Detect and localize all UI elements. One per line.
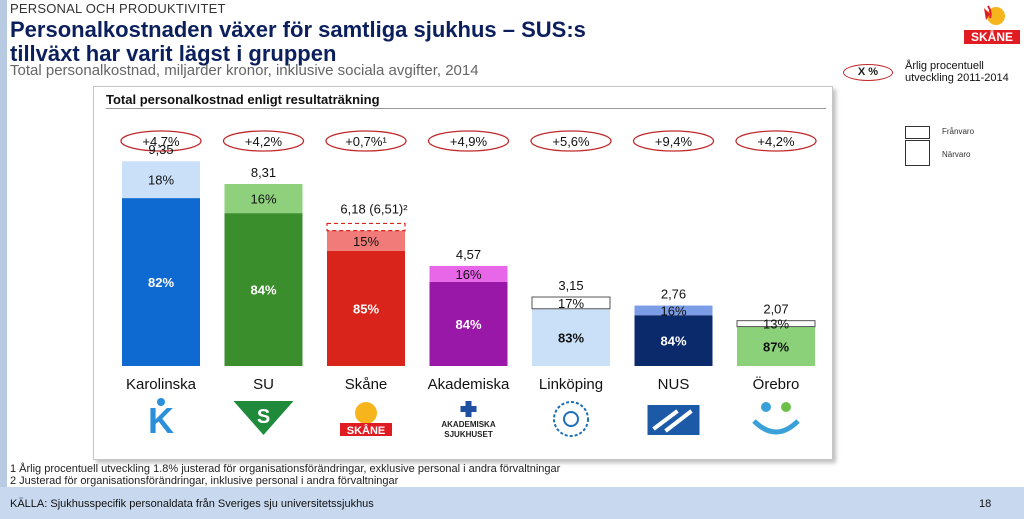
bar-absence-linkping (531, 296, 611, 310)
slide-title-line2: tillväxt har varit lägst i gruppen (10, 41, 337, 66)
growth-oval-karolinska (120, 130, 202, 152)
growth-oval-akademiska (427, 130, 510, 152)
presence-pct-nus: 84% (660, 334, 686, 349)
presence-pct-linkping: 83% (558, 330, 584, 345)
region-skane-logo: SKÅNE (964, 5, 1020, 44)
total-label-karolinska: 9,35 (148, 142, 173, 157)
slide-title-line1: Personalkostnaden växer för samtliga sju… (10, 17, 586, 42)
category-label-su: SU (253, 376, 274, 393)
chart-panel: Total personalkostnad enligt resultaträk… (93, 86, 833, 460)
section-label: PERSONAL OCH PRODUKTIVITET (10, 1, 226, 16)
slide-title: Personalkostnaden växer för samtliga sju… (10, 18, 870, 66)
category-label-skne: Skåne (345, 376, 388, 393)
bar-absence-su (224, 184, 303, 214)
legend-growth-description: Årlig procentuell utveckling 2011-2014 (905, 60, 1009, 84)
absence-pct-nus: 16% (660, 303, 686, 318)
bar-presence-akademiska (429, 281, 508, 366)
akademiska-logo-line2: SJUKHUSET (444, 430, 493, 439)
bar-presence-su (224, 213, 303, 366)
page-number: 18 (979, 498, 992, 510)
growth-oval-rebro (735, 130, 817, 152)
growth-label-nus: +9,4% (655, 134, 693, 149)
akademiska-logo-line1: AKADEMISKA (441, 420, 495, 429)
category-label-akademiska: Akademiska (428, 376, 510, 393)
linkoping-logo-inner (563, 411, 579, 427)
growth-label-rebro: +4,2% (757, 134, 795, 149)
akademiska-logo (460, 401, 477, 417)
total-label-rebro: 2,07 (763, 302, 788, 317)
legend-absence-label: Frånvaro (942, 127, 975, 136)
presence-pct-rebro: 87% (763, 339, 789, 354)
nus-logo-stripes (652, 409, 693, 433)
absence-pct-rebro: 13% (763, 317, 789, 332)
presence-pct-karolinska: 82% (148, 275, 174, 290)
bar-presence-karolinska (122, 198, 200, 366)
absence-pct-skne: 15% (353, 234, 379, 249)
su-logo-letter: S (257, 406, 270, 428)
presence-pct-skne: 85% (353, 301, 379, 316)
growth-label-linkping: +5,6% (552, 134, 590, 149)
total-label-nus: 2,76 (661, 287, 686, 302)
linkoping-logo (553, 401, 589, 437)
bar-adjusted-skane (326, 222, 406, 232)
growth-label-su: +4,2% (245, 134, 283, 149)
legend-presence-label: Närvaro (942, 150, 971, 159)
bar-presence-skne (327, 250, 405, 366)
presence-pct-su: 84% (250, 283, 276, 298)
growth-label-skne: +0,7%¹ (345, 134, 387, 149)
skane-logo (355, 402, 377, 424)
orebro-logo (761, 402, 771, 412)
category-label-rebro: Örebro (753, 375, 800, 393)
absence-pct-su: 16% (250, 192, 276, 207)
absence-pct-akademiska: 16% (455, 267, 481, 282)
bar-presence-rebro (737, 326, 815, 366)
category-label-karolinska: Karolinska (126, 376, 197, 393)
category-label-nus: NUS (658, 376, 690, 393)
bar-absence-nus (634, 305, 713, 316)
legend-presence-swatch (905, 140, 930, 166)
karolinska-logo-crown (157, 398, 165, 406)
orebro-logo-head2 (781, 402, 791, 412)
growth-oval-su (222, 130, 305, 152)
footnote-1: 1 Årlig procentuell utveckling 1.8% just… (10, 463, 561, 475)
bar-presence-linkping (532, 308, 610, 366)
skane-logo-text: SKÅNE (347, 424, 386, 437)
nus-logo (647, 405, 700, 435)
orebro-logo-arc (752, 419, 800, 435)
growth-label-akademiska: +4,9% (450, 134, 488, 149)
total-label-akademiska: 4,57 (456, 247, 481, 262)
absence-pct-linkping: 17% (558, 296, 584, 311)
bar-absence-skne (327, 230, 405, 251)
bar-absence-karolinska (122, 161, 200, 199)
bar-presence-nus (634, 315, 713, 366)
total-label-linkping: 3,15 (558, 278, 583, 293)
bar-absence-rebro (736, 320, 816, 328)
absence-pct-karolinska: 18% (148, 173, 174, 188)
chart-panel-title: Total personalkostnad enligt resultaträk… (106, 92, 380, 107)
total-label-skne: 6,18 (6,51)² (340, 201, 408, 216)
growth-oval-skne (325, 130, 407, 152)
region-skane-logo-text: SKÅNE (971, 29, 1013, 44)
bar-absence-akademiska (429, 265, 508, 282)
legend-absence-swatch (905, 126, 930, 139)
chart-panel-title-rule (106, 108, 826, 109)
skane-logo-banner (340, 423, 392, 436)
su-logo (233, 401, 294, 435)
total-label-su: 8,31 (251, 165, 276, 180)
growth-label-karolinska: +4,7% (142, 134, 180, 149)
footer-bar: KÄLLA: Sjukhusspecifik personaldata från… (0, 487, 1024, 519)
legend-growth-oval: X % (843, 64, 893, 81)
slide-subtitle: Total personalkostnad, miljarder kronor,… (10, 62, 479, 79)
growth-oval-nus (632, 130, 715, 152)
growth-oval-linkping (530, 130, 612, 152)
stacked-bar-chart: +4,7% 82% 18% 9,35 Karolinska +4,2% 84% 16% 8,31… (120, 130, 817, 441)
category-label-linkping: Linköping (539, 376, 603, 393)
footer-source: KÄLLA: Sjukhusspecifik personaldata från… (10, 498, 374, 510)
footnote-2: 2 Justerad för organisationsförändringar… (10, 475, 399, 487)
presence-pct-akademiska: 84% (455, 317, 481, 332)
left-accent-stripe (0, 0, 7, 519)
karolinska-logo: K (148, 400, 174, 441)
